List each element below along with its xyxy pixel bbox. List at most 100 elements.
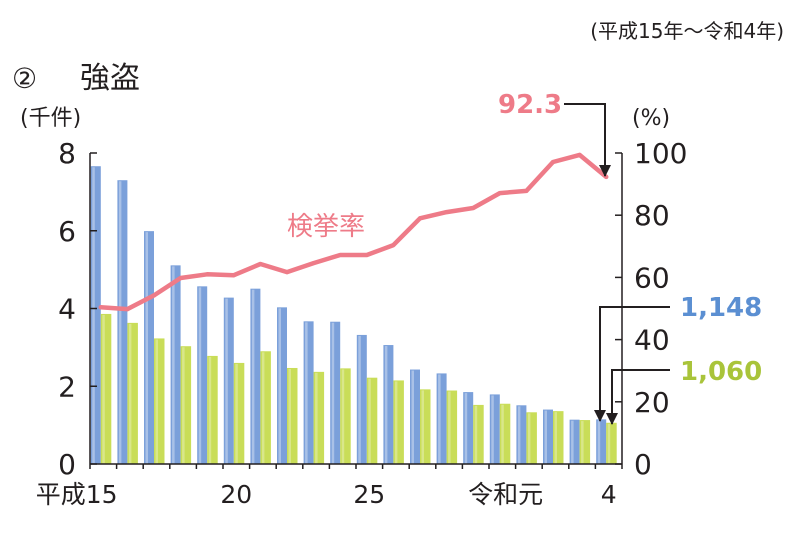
green-bar (100, 313, 112, 464)
blue-bar-highlight (464, 393, 468, 464)
green-bar-highlight (315, 372, 318, 464)
green-bar-highlight (368, 378, 371, 464)
blue-bar-highlight (118, 181, 122, 464)
blue-bar (303, 321, 314, 464)
blue-last-value-label: 1,148 (680, 293, 762, 323)
blue-bar-highlight (198, 287, 202, 464)
green-bar (606, 422, 617, 464)
rate-line-label: 検挙率 (287, 212, 365, 242)
rate-point (497, 191, 502, 196)
blue-bar-highlight (92, 167, 95, 464)
right-tick-label: 20 (634, 386, 670, 419)
rate-point (231, 273, 236, 278)
rate-point (311, 261, 316, 266)
rate-point (152, 293, 156, 298)
blue-bar-highlight (251, 289, 255, 464)
blue-bar-highlight (544, 410, 547, 464)
rate-point (577, 152, 582, 157)
x-tick-label: 平成15 (36, 480, 118, 509)
blue-bar (463, 392, 474, 464)
green-bar-highlight (208, 356, 212, 464)
blue-bar-highlight (145, 232, 148, 464)
blue-bar (410, 369, 420, 464)
green-bar (207, 355, 218, 464)
blue-bar (90, 166, 101, 464)
blue-bar (250, 288, 261, 464)
blue-bar-highlight (491, 395, 494, 464)
rate-last-arrow (564, 103, 611, 177)
rate-point (551, 160, 555, 165)
green-bar-highlight (182, 347, 185, 464)
green-bar-highlight (128, 323, 132, 464)
rate-point (205, 272, 210, 277)
green-bar (499, 403, 511, 464)
green-bar (340, 368, 351, 464)
blue-bar (117, 180, 128, 464)
green-bar-highlight (474, 405, 478, 464)
left-axis-unit: (千件) (20, 106, 81, 131)
rate-point (98, 305, 103, 310)
rate-line-group (98, 152, 609, 312)
blue-bar-highlight (358, 335, 361, 464)
rate-point (391, 243, 396, 248)
right-axis-unit: (%) (632, 106, 670, 131)
bars-group (90, 166, 617, 464)
green-bar (127, 322, 138, 464)
green-bar (180, 346, 192, 464)
blue-bar (596, 419, 607, 464)
rate-point (258, 262, 263, 267)
green-bar (393, 380, 404, 464)
period-label: (平成15年～令和4年) (590, 19, 784, 43)
blue-bar-highlight (411, 370, 414, 464)
green-last-arrow (606, 369, 670, 425)
green-bar-highlight (341, 369, 345, 464)
green-bar (420, 389, 431, 464)
rate-point (285, 270, 289, 275)
blue-bar (197, 286, 208, 464)
blue-bar (356, 334, 367, 464)
rate-last-value-label: 92.3 (498, 90, 562, 120)
green-bar (473, 404, 484, 464)
green-bar (446, 390, 458, 464)
rate-point (364, 253, 369, 258)
blue-bar (144, 231, 154, 464)
right-tick-label: 100 (634, 137, 687, 170)
blue-bar (277, 307, 287, 464)
blue-bar-highlight (384, 346, 388, 464)
blue-last-arrow (594, 306, 670, 422)
green-bar (553, 411, 564, 464)
left-tick-label: 4 (58, 293, 76, 326)
x-tick-label: 4 (601, 480, 617, 509)
left-tick-label: 8 (58, 137, 76, 170)
blue-bar-highlight (278, 308, 281, 464)
green-bar-highlight (527, 413, 531, 464)
blue-bar (569, 419, 580, 464)
title-number: ② (12, 62, 37, 95)
green-bar-highlight (394, 381, 398, 464)
right-tick-label: 80 (634, 199, 670, 232)
blue-bar (223, 297, 234, 464)
blue-bar-highlight (305, 322, 308, 464)
left-tick-label: 0 (58, 448, 76, 481)
green-bar (526, 412, 537, 464)
green-bar-highlight (448, 391, 451, 464)
blue-bar-highlight (571, 420, 574, 464)
chart-title: 強盗 (80, 61, 140, 96)
green-bar-highlight (501, 404, 504, 464)
green-bar (287, 367, 298, 464)
green-bar-highlight (155, 339, 158, 464)
x-tick-label: 25 (353, 480, 385, 509)
blue-bar (516, 405, 527, 464)
right-tick-label: 60 (634, 261, 670, 294)
rate-line (98, 152, 609, 312)
x-tick-label: 20 (220, 480, 252, 509)
blue-bar-highlight (438, 374, 441, 464)
rate-point (125, 307, 130, 312)
rate-point (471, 206, 476, 211)
green-bar-highlight (235, 363, 238, 464)
green-bar (313, 371, 325, 464)
right-tick-label: 40 (634, 324, 670, 357)
rate-point (418, 216, 422, 221)
blue-bar (383, 345, 394, 464)
green-bar-highlight (261, 352, 265, 464)
